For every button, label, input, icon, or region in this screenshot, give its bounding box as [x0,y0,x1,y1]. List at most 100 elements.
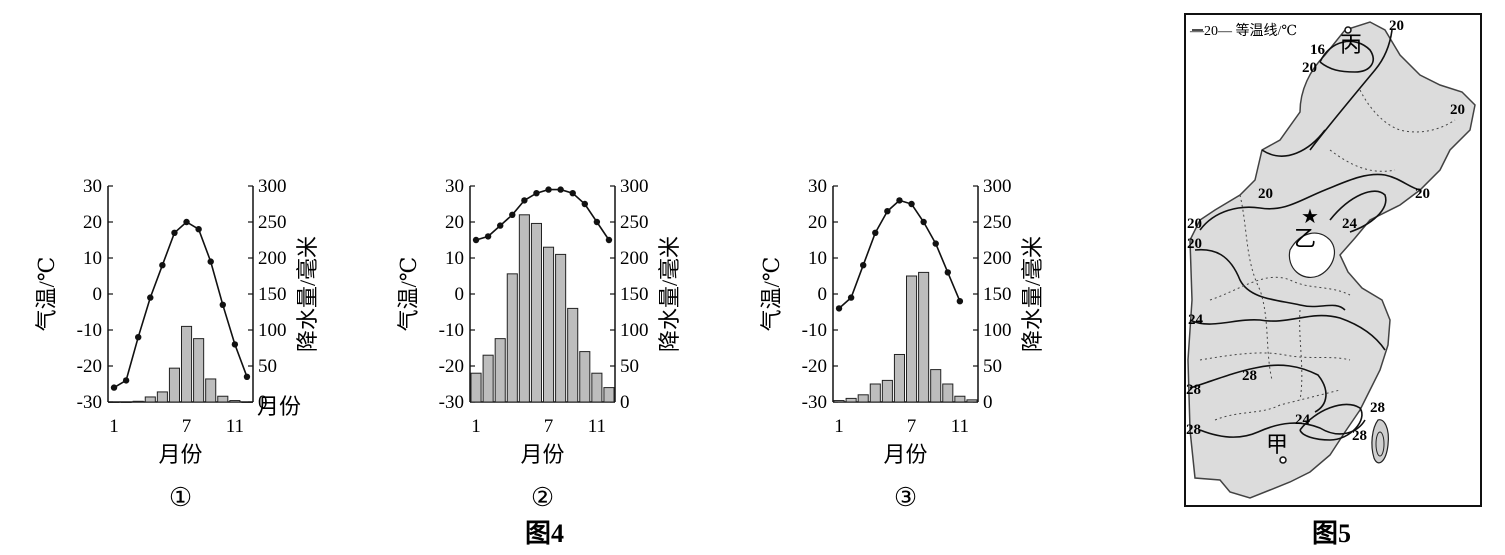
precip-bar [482,354,494,403]
precip-bar [168,367,181,403]
left-axis-title: 气温/℃ [34,257,59,332]
left-tick-label: -20 [439,356,464,377]
left-tick-label: 10 [445,248,464,269]
precip-bar [555,253,567,403]
left-axis-title: 气温/℃ [759,257,784,332]
temp-line [838,199,961,309]
right-tick-label: 50 [620,356,639,377]
temp-point [944,269,951,276]
precip-bar [833,400,845,403]
temp-point [159,262,166,269]
temp-point [521,197,528,204]
figure4-caption: 图4 [525,519,564,548]
left-tick-label: -10 [439,320,464,341]
precip-bar [845,397,857,403]
precip-bar [591,372,603,403]
left-tick-label: 10 [808,248,827,269]
right-tick-label: 0 [258,392,268,413]
precip-bar [881,379,893,403]
temp-point [231,341,239,348]
right-tick-label: 250 [620,212,649,233]
isotherm-label: 20 [1450,102,1465,118]
left-tick-label: 20 [83,212,102,233]
temp-point [908,200,915,208]
precip-bar [579,351,591,403]
precip-bar [132,400,144,403]
right-tick-label: 300 [983,176,1012,197]
isotherm-labels: 20 16 20 20 20 20 20 20 24 24 28 24 28 2… [1186,18,1465,444]
temp-point [195,226,202,233]
temp-point [243,373,251,380]
temp-point [860,262,867,269]
x-tick-label: 7 [907,416,917,437]
temp-point [896,197,903,204]
left-tick-label: -20 [77,356,102,377]
right-axis-title: 降水量/毫米 [657,236,682,352]
right-tick-label: 50 [983,356,1002,377]
x-unit-label: 月份 [257,394,301,419]
right-tick-label: 200 [258,248,287,269]
temp-point [884,208,891,215]
isotherm-label: 20 [1187,216,1202,232]
left-tick-label: 20 [445,212,464,233]
figure5-caption: 图5 [1312,519,1351,548]
isotherm-label: 28 [1186,422,1201,438]
isotherm-label: 16 [1310,42,1326,58]
temp-point [183,218,190,226]
precip-bar [217,395,229,403]
temp-point [497,222,504,229]
precip-bar [906,275,918,403]
temp-line [113,221,248,389]
precip-bar [144,396,156,403]
x-tick-label: 1 [834,416,844,437]
temp-point [605,236,613,244]
precip-bar [156,391,168,403]
temp-point [509,211,516,218]
precip-bar [470,372,482,403]
isotherm-label: 20 [1302,60,1317,76]
place-bing-label: 丙 [1340,32,1362,57]
temp-point [581,200,588,208]
isotherm-label: 20 [1415,186,1430,202]
temp-point [472,236,480,244]
temp-point [122,377,130,384]
isotherm-label: 20 [1389,18,1404,34]
precip-bar [918,271,930,403]
temp-point [135,334,142,341]
place-jia-marker [1279,456,1287,464]
right-tick-label: 300 [258,176,287,197]
left-tick-label: 0 [93,284,103,305]
precip-bar [893,353,906,403]
place-bing-marker [1344,26,1352,34]
precip-bar [120,401,132,403]
x-axis-title: 月份 [883,442,927,467]
star-icon: ★ [1301,206,1319,228]
precip-bar [205,378,217,403]
right-tick-label: 100 [983,320,1012,341]
temp-point [219,301,226,308]
right-tick-label: 50 [258,356,277,377]
temp-point [956,298,964,305]
precip-bar [543,246,555,403]
precip-bar [229,400,241,403]
right-tick-label: 300 [620,176,649,197]
chart-id: ③ [894,483,917,512]
isotherm-label: 24 [1342,216,1358,232]
precip-bar [506,273,518,403]
temp-point [171,229,178,236]
temp-point [147,294,154,301]
left-tick-label: 0 [818,284,828,305]
left-tick-label: 20 [808,212,827,233]
isotherm-label: 28 [1370,400,1385,416]
place-yi-label: 乙 [1294,226,1316,251]
precip-bar [942,383,954,403]
x-tick-label: 7 [544,416,554,437]
precip-bar [494,338,506,403]
isotherm-label: 20 [1258,186,1273,202]
precip-bar [930,369,942,403]
isotherm-label: 28 [1242,368,1257,384]
